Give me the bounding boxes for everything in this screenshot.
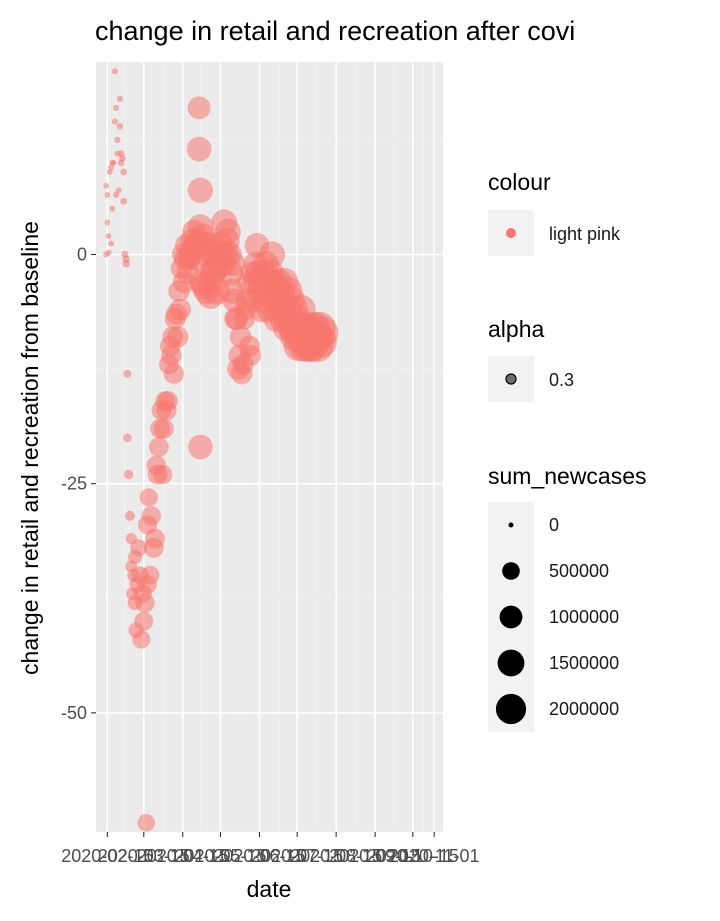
data-point [215,218,241,245]
legend-colour-dot [506,228,516,238]
data-point [140,565,160,585]
x-major-gridlines [106,62,435,832]
legend: colour light pink alpha 0.3 sum_newcases… [488,169,647,732]
legend-size-dot [502,562,520,580]
data-point [116,95,123,102]
data-point [141,506,161,526]
data-point [220,251,246,276]
data-point [105,233,112,240]
data-point [130,539,148,557]
data-point [108,240,114,247]
x-tick-label: 2020-04-15 [137,846,229,866]
legend-size-label: 0 [549,515,559,535]
data-point [123,369,132,378]
x-tick-label: 2020-08-15 [290,846,382,866]
data-point [113,104,120,111]
legend-size-label: 500000 [549,561,609,581]
x-tick-label: 2020-09-15 [329,846,421,866]
data-point [152,464,173,485]
data-point [258,241,286,268]
data-point [154,418,174,439]
y-tick-label: -25 [61,474,87,494]
x-tick-label: 2020-11-01 [389,846,480,866]
data-point [137,814,156,832]
x-tick-label: 2020-07-15 [251,846,343,866]
y-tick-label: -50 [61,703,87,723]
data-point [119,154,126,162]
y-axis-label: change in retail and recreation from bas… [17,221,43,675]
data-point [105,249,112,256]
legend-size-title: sum_newcases [488,463,647,489]
data-point [187,96,211,120]
x-axis: 2020-02-152020-03-152020-04-152020-05-15… [61,832,480,866]
data-point [161,345,182,366]
data-point [122,259,130,268]
data-point [240,344,262,366]
data-point [115,187,122,194]
x-tick-label: 2020-02-15 [61,846,153,866]
data-points [103,68,339,832]
legend-colour-title: colour [488,169,551,195]
legend-size-dot [508,522,514,528]
data-point [149,437,169,457]
legend-alpha-label: 0.3 [549,370,574,390]
data-point [109,205,116,212]
data-point [188,434,213,460]
y-minor-gridlines [96,139,443,828]
data-point [103,182,109,189]
x-tick-label: 2020-06-15 [213,846,305,866]
data-point [145,528,166,549]
legend-alpha-dot [505,373,517,385]
legend-size-dot [497,649,525,677]
data-point [167,326,189,348]
y-tick-label: 0 [77,245,87,265]
data-point [163,363,185,384]
data-point [114,136,121,143]
x-tick-label: 2020-05-15 [174,846,266,866]
data-point [111,68,118,75]
x-axis-label: date [247,876,292,902]
data-point [134,611,154,631]
data-point [124,510,135,521]
legend-size-label: 1500000 [549,653,619,673]
chart-title: change in retail and recreation after co… [95,16,575,46]
y-axis: 0 -25 -50 [61,245,96,723]
legend-size-label: 2000000 [549,699,619,719]
data-point [157,391,178,412]
data-point [186,136,212,162]
plot-panel [96,62,443,832]
data-point [120,197,128,205]
data-point [169,298,192,321]
data-point [104,219,111,226]
legend-size-dot [495,693,527,725]
data-point [132,630,151,649]
x-tick-label: 2020-10-15 [367,846,459,866]
data-point [135,593,155,613]
data-point [116,122,124,130]
data-point [110,159,117,166]
data-point [113,191,120,198]
legend-size-label: 1000000 [549,607,619,627]
legend-colour-label: light pink [549,224,621,244]
data-point [106,169,113,175]
data-point [306,316,339,349]
data-point [139,488,158,507]
data-point [111,118,118,125]
data-point [124,469,134,480]
legend-size-dot [499,605,523,629]
data-point [120,168,128,176]
x-tick-label: 2020-03-15 [98,846,190,866]
legend-alpha-title: alpha [488,316,544,342]
data-point [123,433,132,443]
data-point [108,164,114,171]
data-point [187,177,213,203]
data-point [104,192,111,198]
